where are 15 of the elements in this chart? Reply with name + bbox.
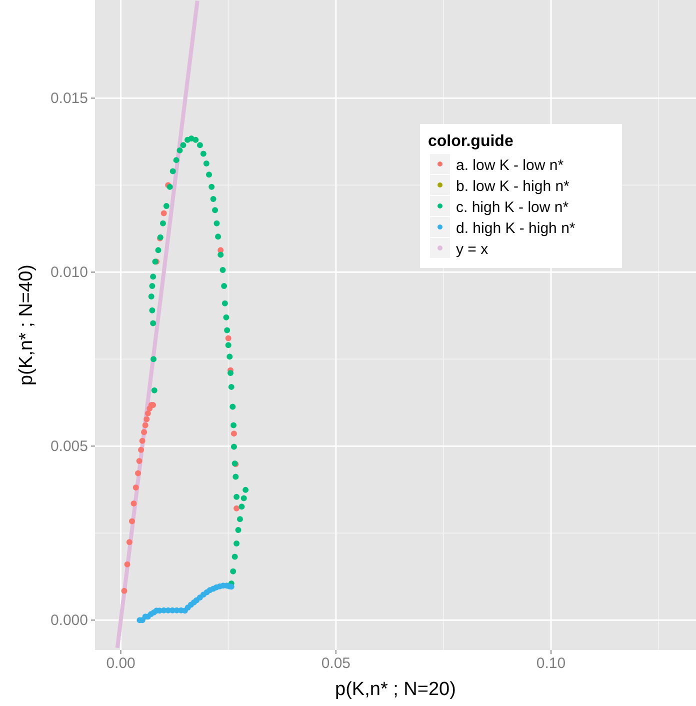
x-axis-title: p(K,n* ; N=20) <box>335 679 456 700</box>
y-tick-label: 0.015 <box>50 90 88 108</box>
x-tick-label: 0.10 <box>536 655 566 672</box>
legend-label: d. high K - high n* <box>456 220 576 237</box>
y-axis-title: p(K,n* ; N=40) <box>16 264 37 386</box>
y-tick-label: 0.000 <box>50 612 88 630</box>
legend-label: b. low K - high n* <box>456 178 570 195</box>
y-tick-label: 0.005 <box>50 438 88 456</box>
legend-label: a. low K - low n* <box>456 157 564 174</box>
legend-title: color.guide <box>428 133 514 150</box>
legend-label: c. high K - low n* <box>456 199 569 216</box>
y-tick-label: 0.010 <box>50 264 88 282</box>
x-tick-label: 0.05 <box>321 655 351 672</box>
x-tick-label: 0.00 <box>106 655 136 672</box>
legend-label: y = x <box>456 241 489 258</box>
